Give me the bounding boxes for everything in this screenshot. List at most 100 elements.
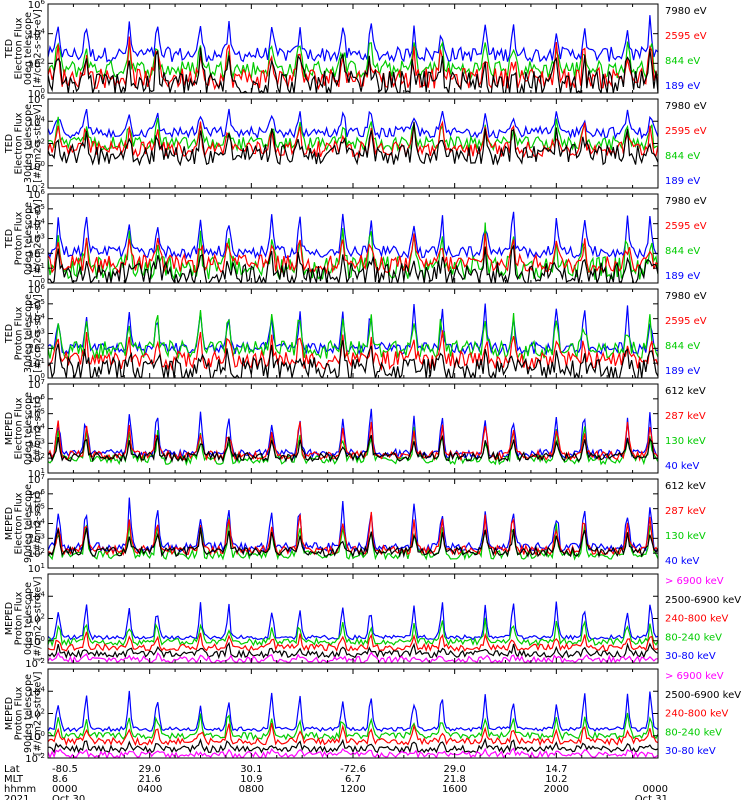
y-tick-label: 106: [28, 283, 46, 296]
series-line-2595-ev: [48, 330, 658, 372]
series-line-844-ev: [48, 309, 658, 361]
series-line-30-80-kev: [48, 690, 658, 733]
y-axis-label: TEDProton Flux0deg telescope[#/cm2-s-str…: [4, 199, 44, 278]
series-line-612-kev: [48, 434, 658, 464]
x-row-label: MLT: [4, 774, 24, 785]
legend-entry: 844 eV: [665, 56, 700, 67]
y-tick-label: 101: [28, 357, 45, 370]
panel-3-data: [48, 211, 658, 283]
x-tick-label: 0800: [239, 784, 264, 795]
x-row-label: hhmm: [4, 784, 36, 795]
legend-entry: 2595 eV: [665, 221, 707, 232]
legend-entry: > 6900 keV: [665, 671, 724, 682]
y-tick-label: 10-2: [25, 752, 45, 765]
legend-entry: 30-80 keV: [665, 746, 716, 757]
legend-entry: > 6900 keV: [665, 576, 724, 587]
legend-entry: 7980 eV: [665, 101, 707, 112]
y-axis-label: MEPEDElectron Flux0deg telescope[#/cm2-s…: [4, 392, 44, 465]
y-tick-label: 104: [28, 28, 46, 41]
legend-entry: 2595 eV: [665, 31, 707, 42]
legend-entry: 189 eV: [665, 366, 700, 377]
x-tick-label: 29.0: [139, 764, 161, 775]
y-tick-label: 102: [28, 708, 45, 721]
x-tick-label: 0000: [643, 784, 668, 795]
series-line-240-800-kev: [48, 631, 658, 653]
x-tick-label: 21.6: [139, 774, 161, 785]
series-line-612-kev: [48, 527, 658, 559]
x-tick-label: 10.9: [240, 774, 262, 785]
y-tick-label: 103: [28, 328, 45, 341]
y-tick-label: 10-2: [25, 657, 45, 670]
x-tick-label: 6.7: [345, 774, 361, 785]
legend-entry: 240-800 keV: [665, 709, 729, 720]
y-tick-label: 106: [28, 93, 46, 106]
series-line-40-kev: [48, 497, 658, 554]
y-tick-label: 102: [28, 247, 45, 260]
y-axis-label: MEPEDElectron Flux90deg telescope[#/cm2-…: [4, 484, 44, 563]
y-tick-label: 103: [28, 532, 45, 545]
y-tick-label: 105: [28, 503, 45, 516]
legend-entry: 189 eV: [665, 176, 700, 187]
x-tick-label: 0000: [52, 784, 77, 795]
series-line-287-kev: [48, 420, 658, 462]
y-tick-label: 106: [28, 393, 46, 406]
legend-entry: 40 keV: [665, 556, 699, 567]
series-line-30-80-kev: [48, 601, 658, 641]
panel-6-data: [48, 497, 658, 561]
x-tick-label: 21.8: [444, 774, 466, 785]
x-tick-label: Oct 30: [52, 794, 85, 800]
x-tick-label: 30.1: [240, 764, 262, 775]
y-tick-label: 104: [28, 685, 46, 698]
x-tick-label: -80.5: [52, 764, 78, 775]
y-tick-label: 102: [28, 452, 45, 465]
legend-entry: 240-800 keV: [665, 614, 729, 625]
y-tick-label: 100: [28, 635, 45, 648]
legend-entry: 189 eV: [665, 81, 700, 92]
legend-entry: 80-240 keV: [665, 632, 722, 643]
y-tick-label: 103: [28, 437, 45, 450]
y-tick-label: 102: [28, 613, 45, 626]
legend-entry: 287 keV: [665, 506, 706, 517]
x-tick-label: -72.6: [340, 764, 366, 775]
series-line-80-240-kev: [48, 712, 658, 741]
legend-entry: 130 keV: [665, 531, 706, 542]
x-tick-label: 1600: [442, 784, 467, 795]
x-tick-label: Oct 31: [635, 794, 668, 800]
x-tick-label: 14.7: [545, 764, 567, 775]
y-tick-label: 104: [28, 518, 46, 531]
series-line-7980-ev: [48, 121, 658, 167]
panel-8-data: [48, 690, 658, 758]
x-tick-label: 1200: [340, 784, 365, 795]
legend-entry: 189 eV: [665, 271, 700, 282]
x-row-label: 2021: [4, 794, 29, 800]
legend-entry: 2500-6900 keV: [665, 595, 741, 606]
y-tick-label: 100: [28, 87, 45, 100]
x-tick-label: 2000: [544, 784, 569, 795]
legend-entry: 2595 eV: [665, 126, 707, 137]
series-line-2595-ev: [48, 36, 658, 91]
y-tick-label: 105: [28, 298, 45, 311]
legend-entry: 30-80 keV: [665, 651, 716, 662]
series-line-844-ev: [48, 116, 658, 152]
panel-5-data: [48, 408, 658, 467]
y-tick-label: 101: [28, 467, 45, 480]
y-tick-label: 102: [28, 138, 45, 151]
legend-entry: 2500-6900 keV: [665, 690, 741, 701]
y-tick-label: 105: [28, 408, 45, 421]
series-line-189-ev: [48, 15, 658, 63]
x-tick-label: 8.6: [52, 774, 68, 785]
y-tick-label: 102: [28, 57, 45, 70]
y-tick-label: 104: [28, 115, 46, 128]
y-tick-label: 100: [28, 277, 45, 290]
y-tick-label: 106: [28, 188, 46, 201]
series-line-2595-ev: [48, 120, 658, 159]
panel-4-data: [48, 303, 658, 378]
y-tick-label: 104: [28, 590, 46, 603]
legend-entry: 80-240 keV: [665, 727, 722, 738]
legend-entry: 7980 eV: [665, 291, 707, 302]
series-line-2500-6900-kev: [48, 641, 658, 660]
